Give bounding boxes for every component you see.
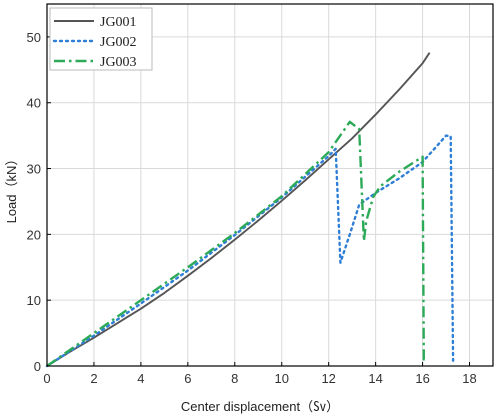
x-tick-label: 2 <box>90 371 97 386</box>
series-line-jg002 <box>45 134 455 368</box>
series-line-jg003 <box>46 120 425 367</box>
x-axis: 0 2 4 6 8 10 12 14 16 18 <box>43 362 477 386</box>
legend: JG001 JG002 JG003 <box>49 7 153 71</box>
x-tick-label: 12 <box>321 371 335 386</box>
x-tick-label: 18 <box>462 371 476 386</box>
y-tick-label: 10 <box>27 293 41 308</box>
y-tick-label: 30 <box>27 162 41 177</box>
x-tick-label: 6 <box>184 371 191 386</box>
series-layer <box>45 52 455 368</box>
x-tick-label: 16 <box>415 371 429 386</box>
plot-frame <box>46 3 494 367</box>
x-axis-title: Center displacement（㏜） <box>181 399 339 414</box>
legend-label-jg003: JG003 <box>100 55 137 70</box>
y-tick-label: 50 <box>27 30 41 45</box>
series-line-jg001 <box>46 52 431 367</box>
legend-label-jg002: JG002 <box>100 35 137 50</box>
x-tick-label: 14 <box>368 371 382 386</box>
y-tick-label: 40 <box>27 96 41 111</box>
x-tick-label: 0 <box>43 371 50 386</box>
y-axis-title: Load（kN） <box>4 153 19 224</box>
legend-label-jg001: JG001 <box>100 15 137 30</box>
legend-box <box>49 7 153 71</box>
x-tick-label: 10 <box>275 371 289 386</box>
y-tick-label: 0 <box>34 359 41 374</box>
x-tick-label: 8 <box>231 371 238 386</box>
x-tick-label: 4 <box>137 371 144 386</box>
y-tick-label: 20 <box>27 227 41 242</box>
y-axis: 0 10 20 30 40 50 <box>27 30 51 374</box>
